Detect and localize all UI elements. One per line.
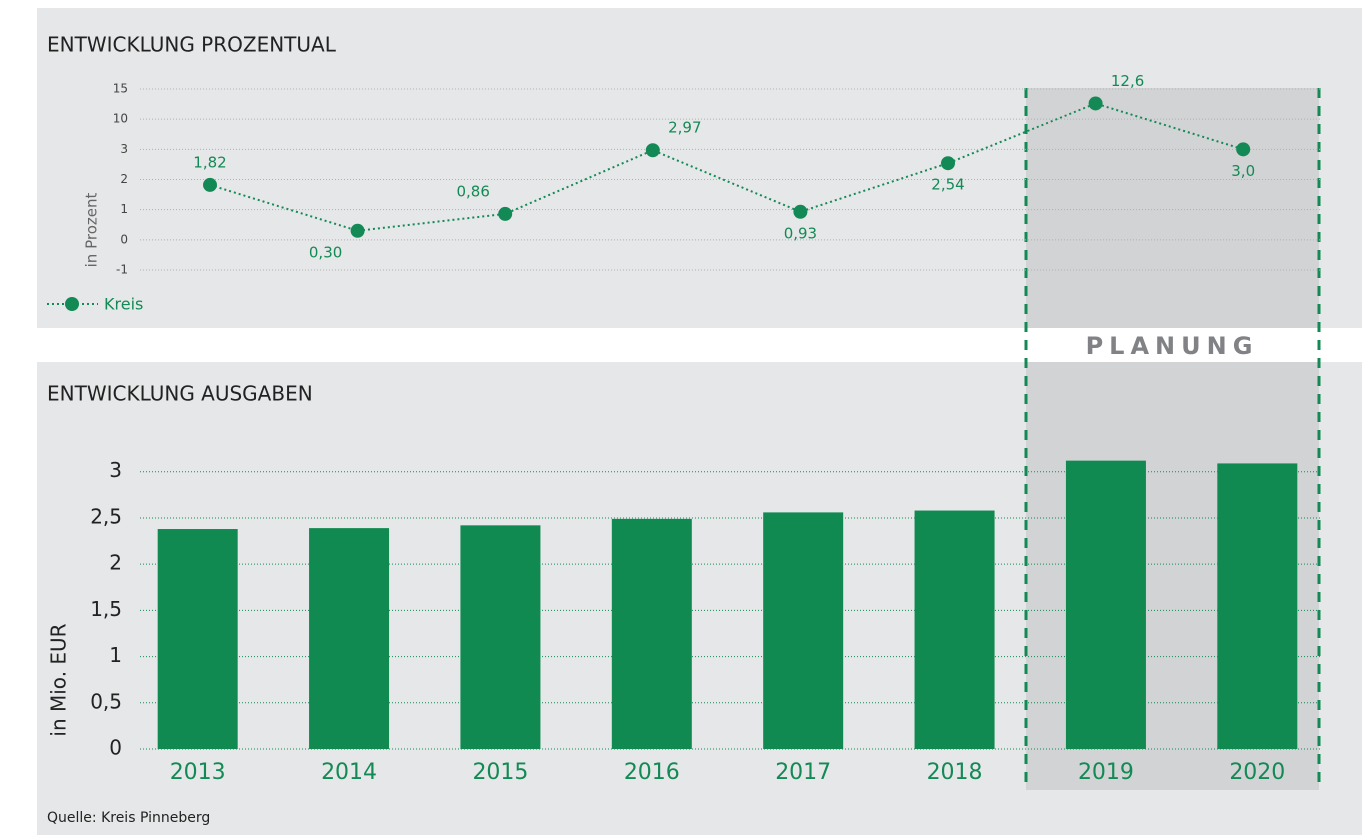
bar xyxy=(1217,463,1298,749)
x-tick-label: 2016 xyxy=(624,760,680,785)
y-tick-label: 1 xyxy=(120,202,128,216)
chart-title: ENTWICKLUNG PROZENTUAL xyxy=(47,33,337,57)
bar xyxy=(763,512,844,749)
planung-gap xyxy=(1026,328,1319,362)
y-tick-label: 1 xyxy=(109,643,122,667)
x-tick-label: 2013 xyxy=(170,760,226,785)
point xyxy=(350,223,365,238)
data-label: 3,0 xyxy=(1231,162,1255,180)
legend-marker xyxy=(65,297,79,311)
chart-title: ENTWICKLUNG AUSGABEN xyxy=(47,382,313,406)
y-tick-label: -1 xyxy=(116,263,128,277)
x-tick-label: 2015 xyxy=(472,760,528,785)
data-label: 0,93 xyxy=(784,224,817,242)
y-tick-label: 10 xyxy=(113,112,128,126)
y-tick-label: 2,5 xyxy=(90,504,122,528)
y-tick-label: 15 xyxy=(113,82,128,96)
point xyxy=(793,204,808,219)
x-tick-label: 2018 xyxy=(927,760,983,785)
data-label: 0,30 xyxy=(309,243,342,261)
x-tick-label: 2014 xyxy=(321,760,377,785)
planung-region xyxy=(1026,88,1319,328)
data-label: 12,6 xyxy=(1111,72,1144,90)
bar xyxy=(157,529,238,749)
y-axis-label: in Mio. EUR xyxy=(47,623,71,736)
bar xyxy=(611,518,692,749)
point xyxy=(941,156,955,171)
y-axis-label: in Prozent xyxy=(83,193,101,268)
bar xyxy=(1065,460,1146,749)
y-tick-label: 2 xyxy=(109,551,122,575)
x-tick-label: 2019 xyxy=(1078,760,1134,785)
source: Quelle: Kreis Pinneberg xyxy=(47,810,210,826)
line xyxy=(209,102,1244,232)
x-tick-label: 2020 xyxy=(1229,760,1285,785)
y-tick-label: 0 xyxy=(109,736,122,760)
planung-label: PLANUNG xyxy=(1086,332,1259,360)
y-tick-label: 2 xyxy=(120,172,128,186)
bar xyxy=(309,528,390,749)
y-tick-label: 0 xyxy=(120,232,128,246)
y-tick-label: 1,5 xyxy=(90,597,122,621)
point xyxy=(498,206,513,221)
data-label: 2,97 xyxy=(668,119,701,137)
data-label: 2,54 xyxy=(931,176,964,194)
point xyxy=(1236,142,1251,157)
y-tick-label: 0,5 xyxy=(90,689,122,713)
point xyxy=(203,177,217,192)
data-label: 0,86 xyxy=(456,182,489,200)
y-tick-label: 3 xyxy=(109,458,122,482)
point xyxy=(645,143,660,158)
y-tick-label: 3 xyxy=(120,142,128,156)
bar xyxy=(914,510,995,749)
x-tick-label: 2017 xyxy=(775,760,831,785)
bar xyxy=(460,525,541,749)
legend-label: Kreis xyxy=(104,295,143,314)
data-label: 1,82 xyxy=(193,153,226,171)
point xyxy=(1088,96,1103,111)
